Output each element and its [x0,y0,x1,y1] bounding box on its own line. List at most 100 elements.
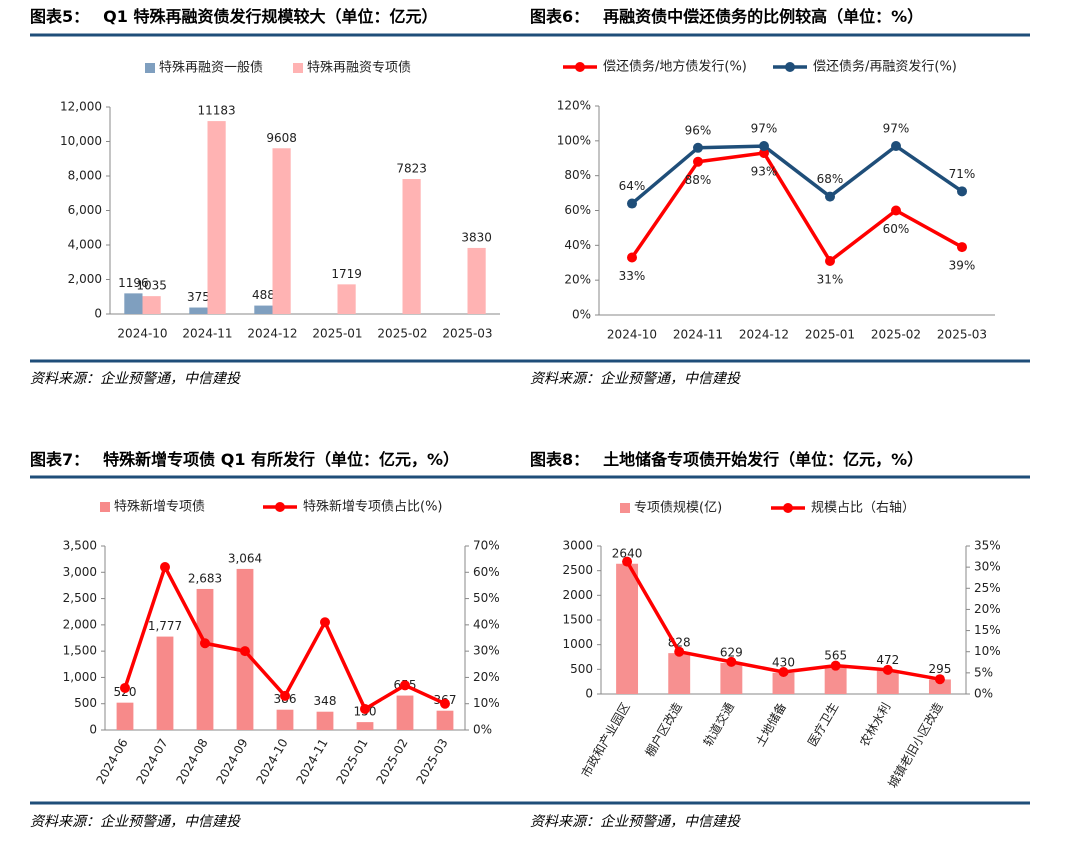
value-label: 68% [817,172,844,186]
chart-title: 图表8： 土地储备专项债开始发行（单位：亿元，%） [530,450,923,469]
bar [396,695,414,730]
bar [772,672,795,694]
value-label: 9608 [266,131,297,145]
bar [316,711,334,730]
legend-label: 特殊再融资专项债 [307,61,411,76]
y-tick-label: 20% [564,273,591,287]
chart-title: 图表7： 特殊新增专项债 Q1 有所发行（单位：亿元，%） [30,450,459,469]
line [630,151,963,263]
value-label: 472 [876,653,899,667]
y-tick-label: 8,000 [68,169,102,183]
x-tick-label: 2025-01 [333,736,370,786]
value-label: 97% [883,122,910,136]
point [120,682,130,693]
chart-label: 图表5： [30,7,89,26]
chart-title-text: Q1 特殊再融资债发行规模较大（单位：亿元） [103,7,437,26]
y-tick-label: 2,500 [63,591,97,605]
source: 资料来源：企业预警通，中信建投 [30,814,242,830]
chart-title-text: 特殊新增专项债 Q1 有所发行（单位：亿元，%） [103,450,459,469]
x-tick-label: 城镇老旧小区改造 [885,700,945,790]
line [630,144,963,205]
value-label: 11183 [198,104,236,118]
x-tick-label: 2025-03 [442,327,492,341]
bar [467,247,486,314]
y-tick-label: 2500 [562,563,593,577]
point [440,698,450,709]
value-label: 31% [817,273,844,287]
value-label: 2,683 [188,571,222,585]
y2-tick-label: 5% [974,665,993,679]
x-tick-label: 棚户区改造 [642,700,685,759]
point [674,646,685,657]
x-tick-label: 2024-12 [247,327,297,341]
y-tick-label: 3,000 [63,565,97,579]
bar [402,179,421,314]
point [622,556,633,567]
bar [276,709,294,730]
value-label: 93% [751,165,778,179]
value-label: 2640 [612,546,643,560]
x-tick-label: 农林水利 [857,700,893,749]
y-tick-label: 1,500 [63,644,97,658]
bar [207,121,226,314]
bar [254,305,273,314]
y2-tick-label: 30% [974,560,1001,574]
y-tick-label: 1000 [562,637,593,651]
legend-swatch [100,502,110,512]
y-tick-label: 3,500 [63,539,97,553]
legend-swatch [275,502,285,512]
bar [668,653,691,694]
x-tick-label: 2024-12 [739,328,789,342]
bar [356,722,374,730]
y-tick-label: 4,000 [68,238,102,252]
y-tick-label: 1,000 [63,670,97,684]
x-tick-label: 市政和产业园区 [578,700,633,780]
value-label: 1,777 [148,619,182,633]
chart-title-text: 再融资债中偿还债务的比例较高（单位：%） [603,7,923,26]
value-label: 488 [252,288,275,302]
x-tick-label: 2025-01 [805,328,855,342]
point [778,667,789,678]
point [891,205,901,216]
legend-swatch [785,62,795,72]
point [825,191,835,202]
x-tick-label: 2024-10 [253,736,290,786]
x-tick-label: 2024-10 [607,328,657,342]
bar [156,636,174,730]
value-label: 7823 [396,162,427,176]
point [400,680,410,691]
x-tick-label: 2025-01 [312,327,362,341]
legend-label: 偿还债务/再融资发行(%) [813,59,957,75]
y-tick-label: 1500 [562,613,593,627]
y-tick-label: 500 [570,662,593,676]
y2-tick-label: 60% [473,565,500,579]
y-tick-label: 10,000 [60,134,102,148]
y-tick-label: 100% [557,133,591,147]
source: 资料来源：企业预警通，中信建投 [530,371,742,387]
value-label: 375 [187,290,210,304]
bar [116,702,134,730]
bar [720,662,743,694]
point [934,674,945,685]
y2-tick-label: 35% [974,539,1001,553]
y-tick-label: 3000 [562,539,593,553]
y-tick-label: 0 [585,687,593,701]
value-label: 60% [883,222,910,236]
point [957,242,967,253]
legend-swatch [783,503,793,513]
y2-tick-label: 0% [473,723,492,737]
value-label: 39% [949,259,976,273]
legend-label: 专项债规模(亿) [634,501,722,516]
y2-tick-label: 15% [974,623,1001,637]
value-label: 3,064 [228,551,262,565]
point [627,252,637,263]
value-label: 348 [314,694,337,708]
x-tick-label: 2025-02 [871,328,921,342]
bar [272,148,291,314]
y-tick-label: 0 [89,723,97,737]
y2-tick-label: 40% [473,617,500,631]
point [957,186,967,197]
y-tick-label: 12,000 [60,100,102,114]
source: 资料来源：企业预警通，中信建投 [530,814,742,830]
point [240,646,250,657]
